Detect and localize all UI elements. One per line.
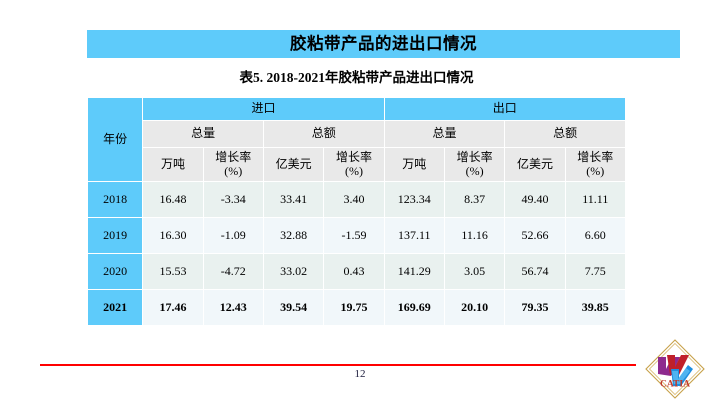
table-cell-value: -3.34 <box>203 182 263 217</box>
table-header-subgroup: 总额 <box>263 121 384 147</box>
table-header-unit: 亿美元 <box>505 148 565 181</box>
table-cell-value: -4.72 <box>203 254 263 289</box>
table-cell-year: 2019 <box>88 218 143 253</box>
logo-text: CATIA <box>660 380 690 390</box>
table-cell-value: 17.46 <box>143 290 203 325</box>
logo-mark <box>658 355 693 386</box>
table-cell-year: 2021 <box>88 290 143 325</box>
table-header-unit: 增长率 (%) <box>203 148 263 181</box>
unit-line-2: (%) <box>586 163 605 178</box>
table-row: 2019 16.30 -1.09 32.88 -1.59 137.11 11.16 52.66… <box>88 218 625 253</box>
footer-divider-rule <box>40 364 636 366</box>
table-cell-value: 52.66 <box>505 218 565 253</box>
table-cell-value: -1.59 <box>324 218 384 253</box>
unit-line-2: (%) <box>344 163 363 178</box>
table-cell-value: 49.40 <box>505 182 565 217</box>
table-header-row-subgroup: 总量 总额 总量 总额 <box>88 121 625 147</box>
slide-title-banner: 胶粘带产品的进出口情况 <box>87 30 680 58</box>
table-cell-value: 123.34 <box>384 182 444 217</box>
unit-line-1: 增长率 <box>577 149 614 164</box>
table-header-row-group: 年份 进口 出口 <box>88 98 625 181</box>
table-row: 2020 15.53 -4.72 33.02 0.43 141.29 3.05 56.74 7.… <box>88 254 625 289</box>
table-header-subgroup: 总量 <box>143 121 263 147</box>
table-cell-value: 8.37 <box>444 182 505 217</box>
unit-line-1: 增长率 <box>335 149 372 164</box>
table-cell-value: 6.60 <box>565 218 625 253</box>
unit-line-1: 亿美元 <box>516 156 553 171</box>
table-cell-value: 137.11 <box>384 218 444 253</box>
table-header-unit: 万吨 <box>143 148 203 181</box>
table-cell-value: 56.74 <box>505 254 565 289</box>
table-cell-value: 169.69 <box>384 290 444 325</box>
table-cell-value: 33.02 <box>263 254 324 289</box>
table-cell-value: 11.11 <box>565 182 625 217</box>
table-cell-value: 0.43 <box>324 254 384 289</box>
table-cell-value: 16.48 <box>143 182 203 217</box>
table-cell-value: 11.16 <box>444 218 505 253</box>
unit-line-1: 增长率 <box>456 149 493 164</box>
table-cell-value: 12.43 <box>203 290 263 325</box>
table-cell-value: 33.41 <box>263 182 324 217</box>
table-cell-value: 15.53 <box>143 254 203 289</box>
slide-title-text: 胶粘带产品的进出口情况 <box>290 33 477 53</box>
unit-line-1: 亿美元 <box>275 156 312 171</box>
table-row: 2021 17.46 12.43 39.54 19.75 169.69 20.10 79.35… <box>88 290 625 325</box>
import-export-table: 年份 进口 出口 总量 总额 总量 总额 万吨 增长率 (%) 亿美元 增长率 (%) 万吨 增长率 (%) 亿… <box>87 97 626 326</box>
table-cell-value: 3.40 <box>324 182 384 217</box>
table-cell-value: 79.35 <box>505 290 565 325</box>
table-cell-value: 39.85 <box>565 290 625 325</box>
table-row: 2018 16.48 -3.34 33.41 3.40 123.34 8.37 49.40 11… <box>88 182 625 217</box>
table-header-unit: 增长率 (%) <box>444 148 505 181</box>
table-header-group: 进口 <box>143 98 384 120</box>
table-cell-value: 19.75 <box>324 290 384 325</box>
table-cell-value: 141.29 <box>384 254 444 289</box>
unit-line-1: 万吨 <box>160 156 185 171</box>
table-cell-year: 2020 <box>88 254 143 289</box>
table-cell-value: 16.30 <box>143 218 203 253</box>
table-cell-value: 39.54 <box>263 290 324 325</box>
table-header-unit: 增长率 (%) <box>324 148 384 181</box>
table-header-unit: 亿美元 <box>263 148 324 181</box>
table-header-row-units: 万吨 增长率 (%) 亿美元 增长率 (%) 万吨 增长率 (%) 亿美元 增长率 (%) <box>88 148 625 181</box>
table-header-subgroup: 总额 <box>505 121 625 147</box>
table-caption: 表5. 2018-2021年胶粘带产品进出口情况 <box>239 70 474 85</box>
table-cell-value: 32.88 <box>263 218 324 253</box>
page-number: 12 <box>354 368 366 380</box>
table-cell-year: 2018 <box>88 182 143 217</box>
unit-line-1: 增长率 <box>215 149 252 164</box>
table-cell-value: -1.09 <box>203 218 263 253</box>
catia-logo: CATIA <box>641 335 709 403</box>
table-cell-value: 3.05 <box>444 254 505 289</box>
table-header-unit: 万吨 <box>384 148 444 181</box>
table-header-group: 出口 <box>384 98 625 120</box>
table-cell-value: 20.10 <box>444 290 505 325</box>
unit-line-2: (%) <box>224 163 243 178</box>
unit-line-1: 万吨 <box>402 156 427 171</box>
unit-line-2: (%) <box>465 163 484 178</box>
table-header-unit: 增长率 (%) <box>565 148 625 181</box>
table-header-year: 年份 <box>88 98 143 181</box>
table-cell-value: 7.75 <box>565 254 625 289</box>
table-header-subgroup: 总量 <box>384 121 505 147</box>
